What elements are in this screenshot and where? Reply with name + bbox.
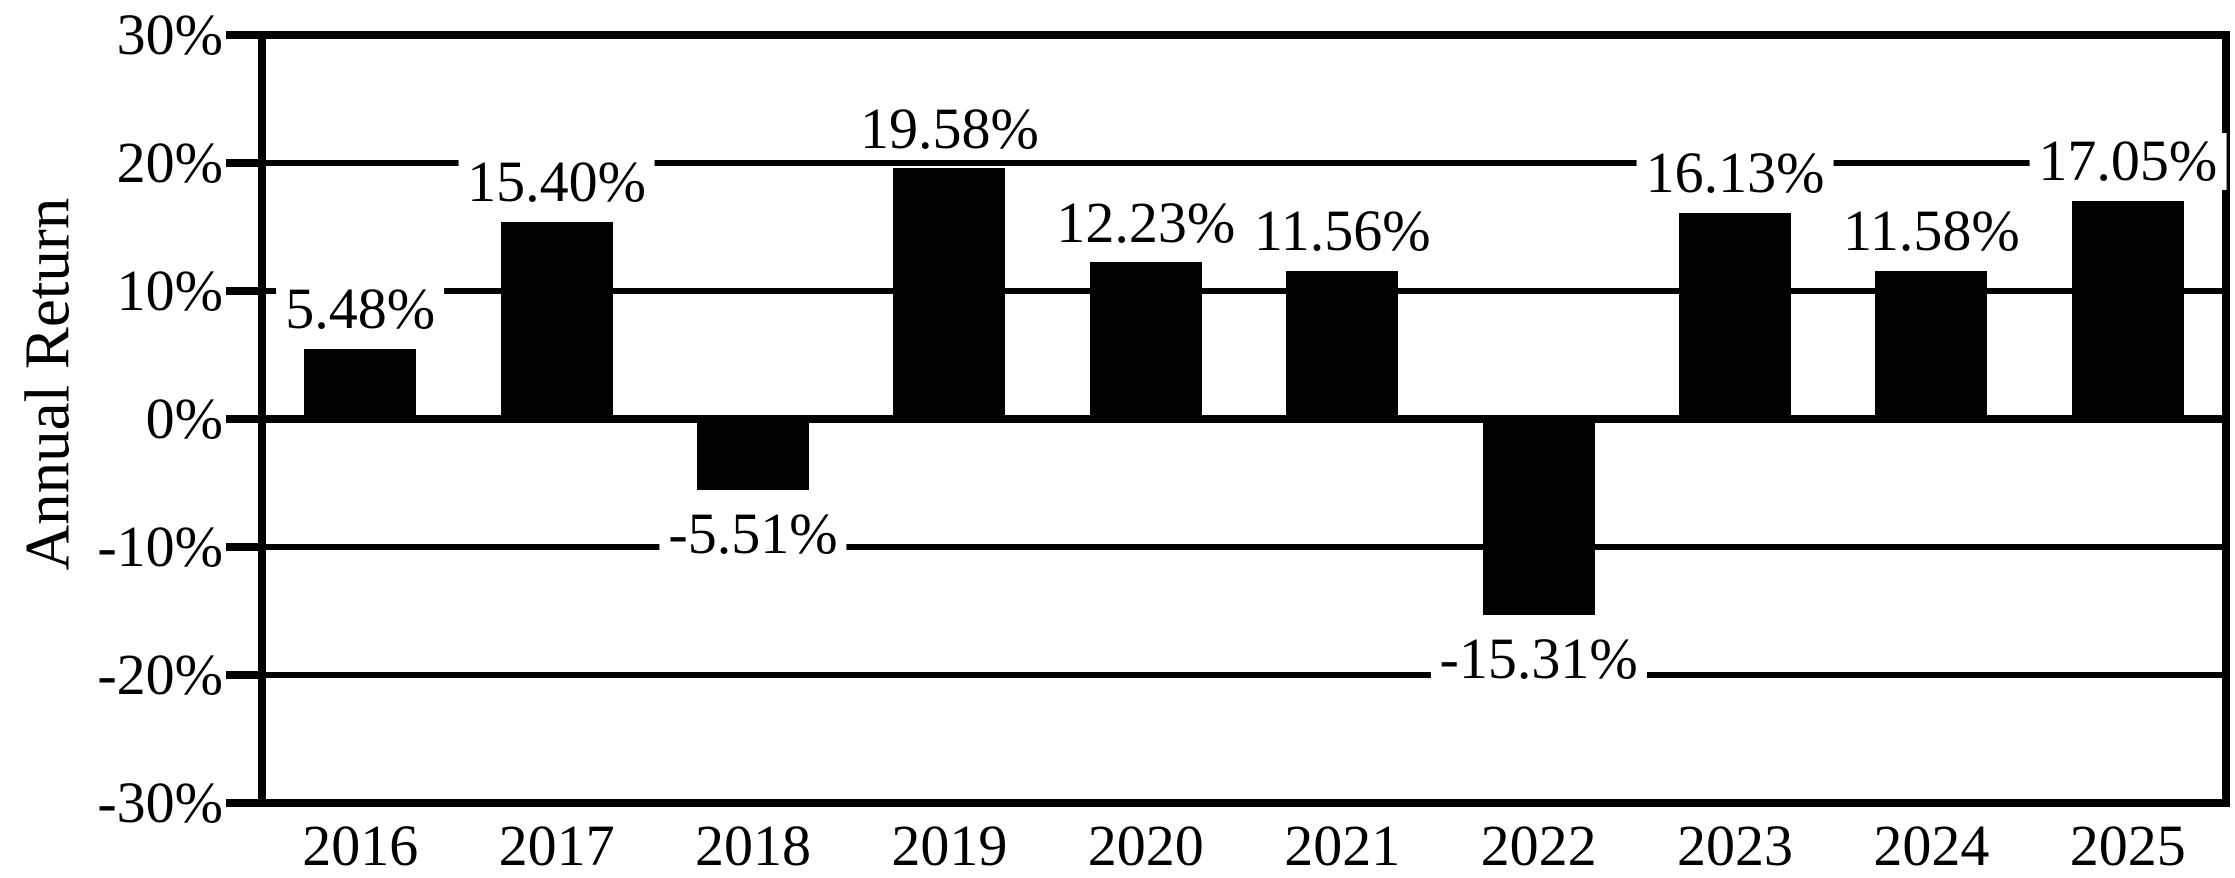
- spine-left: [258, 31, 266, 807]
- y-tick-label--10%: -10%: [97, 514, 223, 579]
- x-tick-label-2019: 2019: [891, 813, 1008, 878]
- x-tick-label-2016: 2016: [302, 813, 419, 878]
- x-tick-label-2025: 2025: [2069, 813, 2186, 878]
- bar-value-label-2019: 19.58%: [850, 99, 1048, 158]
- spine-top: [258, 31, 2230, 39]
- y-tick-0%: [226, 415, 262, 423]
- y-tick-10%: [226, 287, 262, 295]
- bar-value-label-2017: 15.40%: [458, 153, 656, 211]
- y-tick-label--20%: -20%: [97, 642, 223, 707]
- gridline--10%: [262, 544, 2226, 550]
- bar-2025: [2071, 200, 2184, 419]
- zero-line: [262, 415, 2226, 423]
- x-tick-label-2022: 2022: [1480, 813, 1597, 878]
- bar-value-label-2021: 11.56%: [1244, 202, 1440, 261]
- y-tick-label--30%: -30%: [97, 770, 223, 835]
- bar-value-label-2023: 16.13%: [1636, 143, 1834, 202]
- y-tick--30%: [226, 799, 262, 807]
- spine-bottom: [258, 799, 2230, 807]
- bar-value-label-2020: 12.23%: [1047, 193, 1245, 252]
- gridline--20%: [262, 672, 2226, 678]
- y-tick-20%: [226, 159, 262, 167]
- x-tick-label-2020: 2020: [1087, 813, 1204, 878]
- bar-2019: [893, 168, 1006, 419]
- y-tick-label-0%: 0%: [145, 386, 223, 451]
- x-tick-label-2023: 2023: [1677, 813, 1793, 878]
- spine-right: [2222, 31, 2230, 807]
- bar-2022: [1482, 419, 1595, 615]
- bar-2020: [1089, 262, 1202, 419]
- y-tick-label-30%: 30%: [116, 2, 223, 67]
- bar-2018: [697, 419, 809, 490]
- bar-value-label-2016: 5.48%: [276, 280, 445, 338]
- bar-2023: [1679, 212, 1791, 419]
- y-tick-label-20%: 20%: [116, 130, 223, 195]
- bar-2017: [500, 221, 613, 419]
- bar-value-label-2025: 17.05%: [2029, 132, 2227, 190]
- gridline-10%: [262, 288, 2226, 294]
- x-tick-label-2017: 2017: [498, 813, 615, 878]
- x-tick-label-2018: 2018: [695, 813, 811, 878]
- y-tick-label-10%: 10%: [116, 258, 223, 323]
- bar-2024: [1875, 270, 1988, 419]
- y-tick-30%: [226, 31, 262, 39]
- gridline-20%: [262, 160, 2226, 166]
- bar-value-label-2024: 11.58%: [1834, 202, 2029, 260]
- bar-2021: [1286, 271, 1399, 419]
- bar-2016: [304, 348, 417, 419]
- y-tick--20%: [226, 671, 262, 679]
- x-tick-label-2024: 2024: [1873, 813, 1990, 878]
- plot-area: 30% 20% 10% 0% -10% -20% -30% 5.48% 2016 15.40% 20…: [97, 3, 2230, 875]
- y-tick--10%: [226, 543, 262, 551]
- bar-value-label-2018: -5.51%: [659, 504, 847, 563]
- x-tick-label-2021: 2021: [1284, 813, 1401, 878]
- bar-value-label-2022: -15.31%: [1430, 630, 1647, 688]
